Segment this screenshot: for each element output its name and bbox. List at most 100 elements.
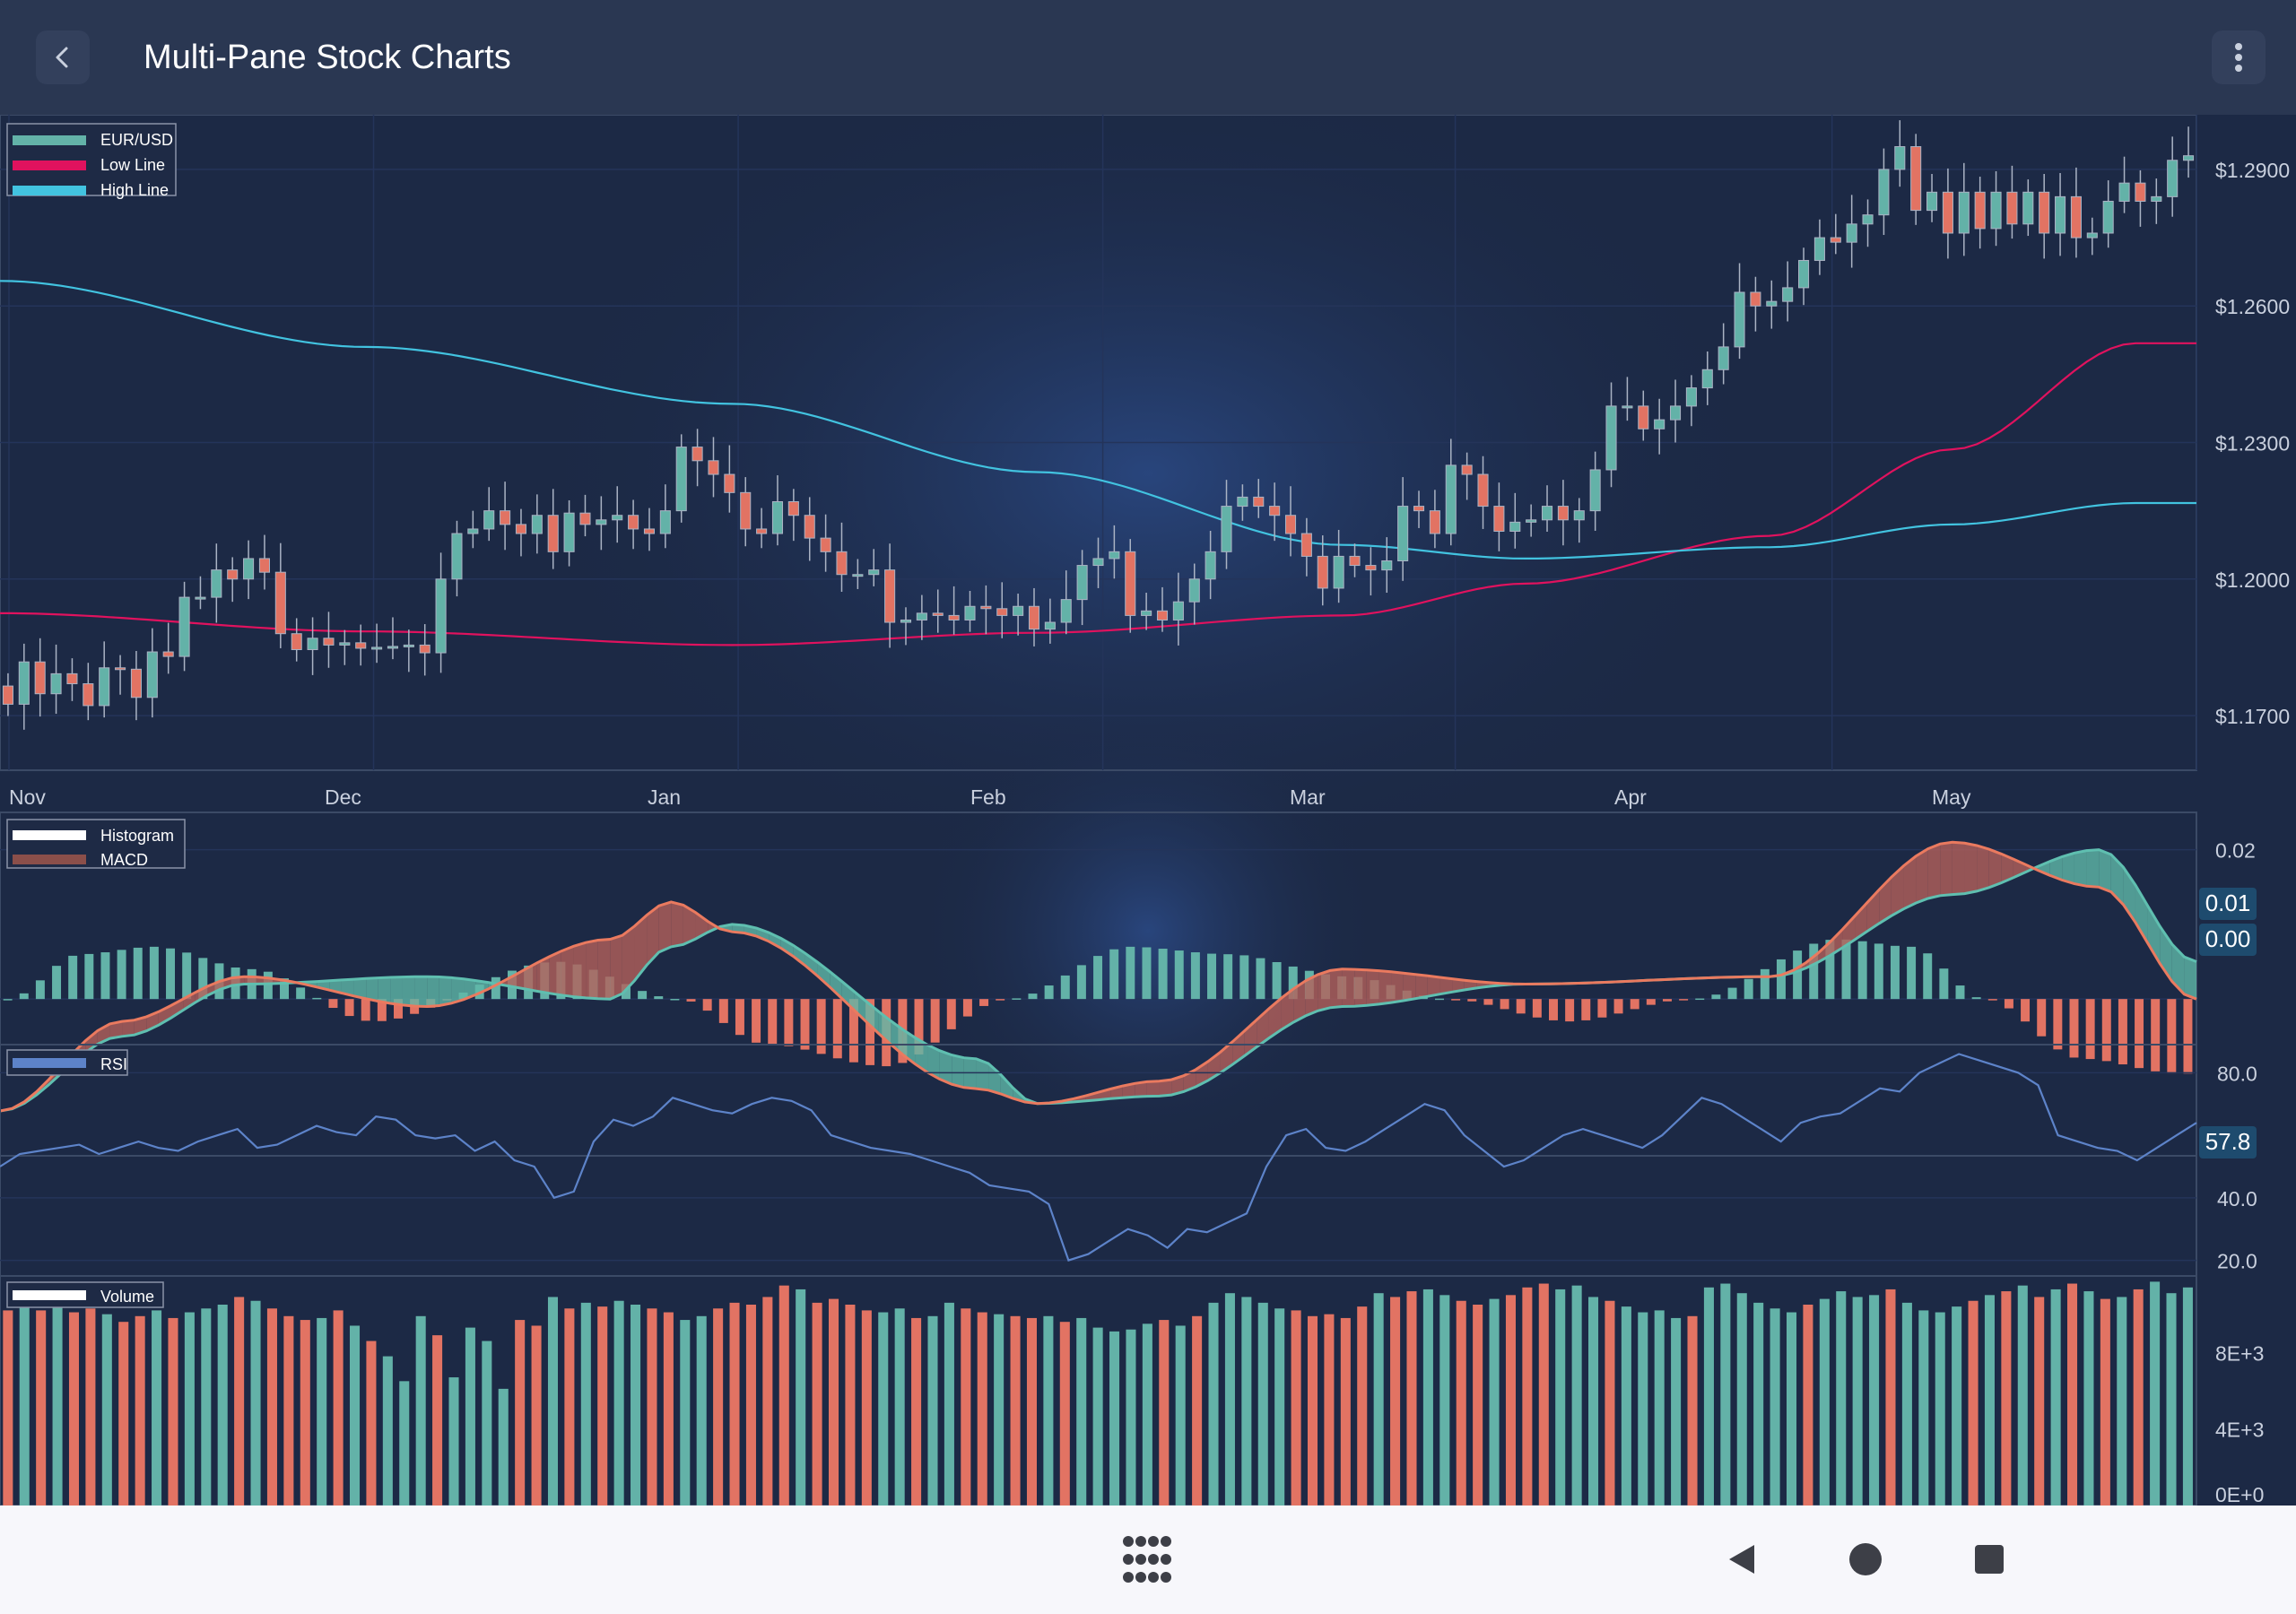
- candle: [1685, 375, 1697, 427]
- volume-bar: [828, 1298, 839, 1506]
- macd-fill-segment: [952, 1054, 964, 1088]
- macd-fill-segment: [1903, 855, 1917, 909]
- nav-home-icon[interactable]: [1848, 1541, 1883, 1577]
- legend-swatch-high-line: [13, 186, 86, 195]
- candle-body: [2167, 160, 2179, 197]
- candle: [1477, 456, 1489, 529]
- legend-label-eurusd: EUR/USD: [100, 131, 173, 149]
- volume-bar: [961, 1308, 971, 1506]
- candle-body: [1300, 533, 1312, 557]
- macd-fill-segment: [817, 962, 831, 987]
- candle: [1221, 480, 1232, 569]
- volume-bar: [647, 1308, 657, 1506]
- candle-body: [1156, 610, 1169, 620]
- x-tick-may: May: [1932, 785, 1971, 809]
- candle-body: [1605, 405, 1617, 471]
- histogram-bar: [1613, 999, 1623, 1014]
- back-button[interactable]: [36, 30, 90, 84]
- more-options-button[interactable]: [2212, 30, 2266, 84]
- app-drawer-icon[interactable]: [1121, 1534, 1171, 1584]
- volume-pane[interactable]: 8E+3 4E+3 0E+0 Volume: [0, 1275, 2264, 1506]
- macd-fill-segment: [1940, 842, 1952, 896]
- histogram-bar: [768, 999, 778, 1045]
- volume-bar: [1522, 1287, 1533, 1506]
- candle: [948, 586, 960, 635]
- volume-bar: [317, 1317, 327, 1506]
- histogram-bar: [361, 999, 370, 1021]
- macd-fill-segment: [1879, 877, 1892, 924]
- volume-bar: [1538, 1283, 1549, 1506]
- candle: [1541, 485, 1553, 532]
- candle-body: [1381, 560, 1393, 571]
- macd-pane[interactable]: 0.02 Histogram MACD 0.01 0.00: [0, 811, 2257, 1157]
- candle: [2167, 136, 2179, 217]
- histogram-bar: [2085, 999, 2095, 1060]
- volume-bar: [1109, 1331, 1120, 1506]
- macd-fill-segment: [1000, 1074, 1013, 1098]
- candle-body: [307, 638, 318, 650]
- candle-body: [724, 473, 735, 493]
- candle-body: [387, 646, 399, 649]
- candle: [1205, 530, 1216, 600]
- histogram-bar: [133, 947, 143, 1000]
- candle-body: [1750, 291, 1761, 307]
- histogram-bar: [280, 978, 289, 1000]
- volume-bar: [184, 1312, 195, 1506]
- svg-text:0.00: 0.00: [2205, 925, 2251, 952]
- price-pane[interactable]: $1.2900 $1.2600 $1.2300 $1.2000 $1.1700 Nov D…: [0, 115, 2290, 809]
- volume-bar: [1340, 1317, 1351, 1506]
- histogram-bar: [1760, 968, 1770, 1000]
- volume-bar: [1869, 1295, 1880, 1506]
- candle-body: [115, 667, 126, 671]
- histogram-bar: [848, 999, 858, 1063]
- volume-bar: [1984, 1295, 1995, 1506]
- volume-bar: [1439, 1295, 1450, 1506]
- volume-bar: [1026, 1317, 1038, 1506]
- histogram-bar: [52, 966, 62, 1000]
- histogram-bar: [1223, 954, 1233, 1000]
- candle: [451, 520, 463, 597]
- legend-label-histogram: Histogram: [100, 827, 174, 845]
- candle-body: [1990, 191, 2002, 230]
- volume-bar: [1126, 1329, 1136, 1506]
- nav-recents-icon[interactable]: [1971, 1541, 2007, 1577]
- candle: [900, 607, 912, 646]
- histogram-bar: [1060, 975, 1070, 1000]
- histogram-bar: [1500, 999, 1509, 1010]
- histogram-bar: [1841, 939, 1851, 1000]
- candle: [2070, 167, 2082, 258]
- histogram-bar: [1907, 946, 1917, 1000]
- histogram-bar: [1857, 941, 1867, 1000]
- candle-body: [371, 646, 383, 650]
- histogram-bar: [784, 999, 794, 1046]
- volume-bar: [1935, 1312, 1945, 1506]
- candle-body: [18, 661, 30, 705]
- legend-label-volume: Volume: [100, 1288, 154, 1306]
- volume-bar: [1654, 1310, 1665, 1506]
- multi-pane-chart[interactable]: $1.2900 $1.2600 $1.2300 $1.2000 $1.1700 Nov D…: [0, 115, 2296, 1506]
- volume-bar: [1043, 1315, 1054, 1506]
- histogram-bar: [1516, 999, 1526, 1014]
- legend-swatch-volume: [13, 1290, 86, 1300]
- candle-body: [596, 519, 607, 525]
- candle: [531, 494, 543, 554]
- candle: [2151, 178, 2162, 224]
- volume-bar: [482, 1341, 492, 1506]
- candle: [1701, 351, 1713, 405]
- candle: [563, 499, 575, 567]
- candle: [1990, 170, 2002, 247]
- candle-body: [1221, 506, 1232, 552]
- nav-back-icon[interactable]: [1724, 1541, 1760, 1577]
- candle: [1172, 572, 1184, 646]
- candle-body: [2183, 155, 2195, 161]
- volume-bar: [547, 1297, 559, 1506]
- volume-bar: [2067, 1283, 2078, 1506]
- candle-body: [323, 638, 335, 646]
- macd-fill-segment: [841, 981, 855, 1011]
- macd-fill-segment: [573, 942, 587, 998]
- candle: [1365, 547, 1377, 596]
- candle-body: [1028, 605, 1040, 630]
- candle: [1300, 517, 1312, 577]
- candle-body: [1974, 191, 1986, 230]
- histogram-bar: [35, 980, 45, 1000]
